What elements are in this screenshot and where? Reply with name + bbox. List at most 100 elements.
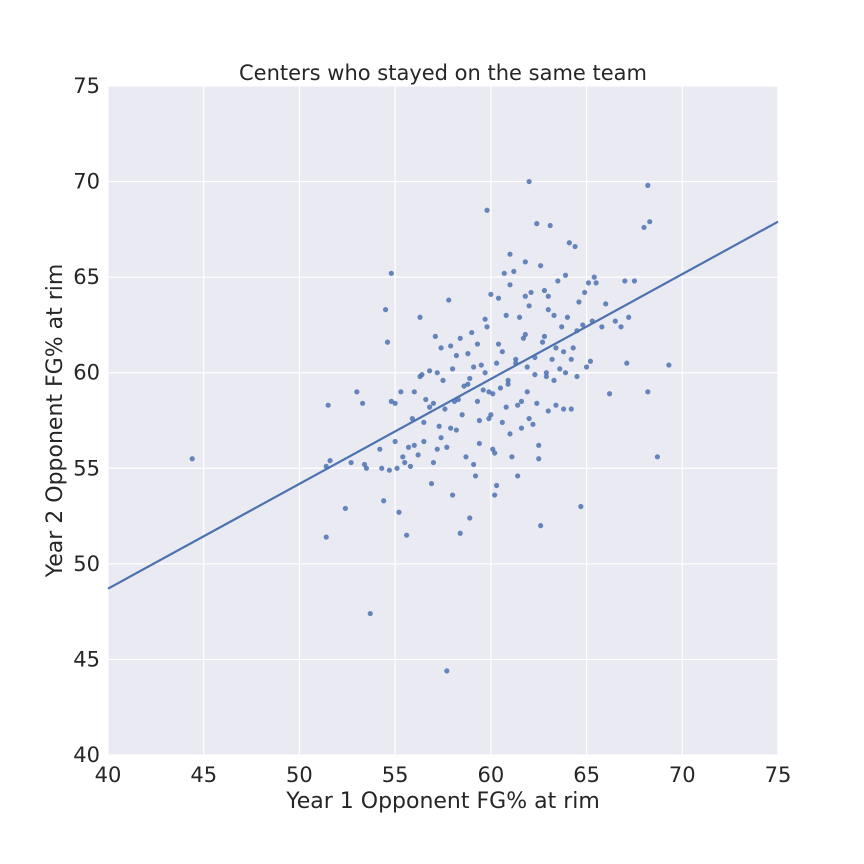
- data-point: [415, 452, 421, 458]
- data-point: [392, 438, 398, 445]
- x-tick-label: 65: [573, 763, 600, 787]
- data-point: [382, 307, 389, 313]
- data-point: [488, 291, 494, 297]
- data-point: [576, 299, 582, 305]
- data-point: [342, 505, 348, 512]
- data-point: [599, 324, 605, 330]
- data-point: [461, 383, 467, 389]
- data-point: [541, 287, 548, 294]
- data-point: [472, 473, 479, 479]
- data-point: [449, 366, 456, 372]
- data-point: [631, 278, 638, 284]
- data-point: [398, 389, 404, 395]
- data-point: [474, 341, 481, 347]
- y-tick-labels: 40 45 50 55 60 65 70 75: [73, 74, 100, 767]
- data-point: [505, 381, 511, 387]
- data-point: [561, 406, 567, 412]
- data-point: [654, 454, 661, 460]
- data-point: [436, 423, 442, 429]
- data-point: [354, 389, 360, 395]
- data-point: [484, 207, 490, 213]
- data-point: [405, 444, 412, 450]
- data-point: [325, 402, 331, 408]
- data-point: [421, 438, 427, 445]
- data-point: [411, 442, 417, 448]
- x-axis-label: Year 1 Opponent FG% at rim: [285, 789, 600, 814]
- data-point: [524, 389, 530, 395]
- data-point: [438, 345, 444, 351]
- data-point: [457, 335, 463, 341]
- data-point: [507, 282, 513, 288]
- data-point: [538, 523, 544, 529]
- data-point: [539, 339, 546, 345]
- data-point: [471, 461, 477, 468]
- data-point: [585, 280, 592, 286]
- data-point: [566, 240, 572, 246]
- data-point: [647, 219, 653, 225]
- data-point: [367, 610, 373, 617]
- data-point: [626, 314, 632, 320]
- data-point: [494, 360, 500, 366]
- y-tick-label: 70: [73, 170, 100, 194]
- data-point: [495, 341, 502, 347]
- data-point: [494, 482, 500, 489]
- data-point: [524, 364, 530, 370]
- data-point: [394, 465, 400, 471]
- data-point: [363, 465, 370, 471]
- data-point: [545, 408, 551, 414]
- data-point: [532, 372, 538, 378]
- y-tick-label: 75: [73, 74, 100, 98]
- data-point: [515, 473, 521, 479]
- data-point: [386, 467, 392, 473]
- data-point: [404, 532, 410, 538]
- data-point: [388, 270, 394, 276]
- data-point: [434, 370, 440, 376]
- data-point: [501, 270, 507, 276]
- data-point: [467, 375, 473, 382]
- data-point: [603, 301, 609, 307]
- y-tick-label: 45: [73, 647, 100, 671]
- data-point: [580, 322, 586, 328]
- data-point: [453, 352, 459, 359]
- data-point: [474, 398, 481, 404]
- data-points: [189, 178, 672, 674]
- data-point: [509, 454, 515, 460]
- data-point: [587, 358, 594, 364]
- data-point: [402, 459, 408, 466]
- data-point: [622, 278, 628, 284]
- data-point: [323, 534, 329, 540]
- data-point: [484, 324, 490, 330]
- data-point: [553, 345, 559, 351]
- x-tick-label: 70: [669, 763, 696, 787]
- regression-line: [107, 220, 779, 590]
- data-point: [618, 324, 624, 330]
- data-point: [534, 221, 540, 227]
- data-point: [430, 459, 437, 466]
- data-point: [591, 274, 597, 280]
- data-point: [495, 295, 502, 301]
- x-tick-labels: 40 45 50 55 60 65 70 75: [95, 763, 792, 787]
- data-point: [499, 349, 505, 355]
- data-point: [572, 243, 578, 250]
- data-point: [606, 391, 613, 397]
- data-point: [486, 389, 492, 395]
- data-point: [482, 316, 488, 322]
- data-point: [448, 425, 454, 431]
- data-point: [467, 515, 473, 521]
- x-tick-label: 60: [477, 763, 504, 787]
- data-point: [430, 400, 437, 406]
- data-point: [513, 356, 519, 362]
- data-point: [442, 406, 448, 412]
- data-point: [543, 370, 549, 376]
- data-point: [503, 404, 509, 410]
- data-point: [492, 492, 498, 498]
- data-point: [511, 268, 517, 275]
- data-point: [497, 385, 504, 391]
- data-point: [538, 263, 544, 269]
- data-point: [381, 498, 387, 504]
- data-point: [440, 377, 446, 383]
- data-point: [409, 415, 415, 422]
- data-point: [551, 377, 557, 383]
- data-point: [553, 402, 559, 408]
- data-point: [476, 417, 482, 424]
